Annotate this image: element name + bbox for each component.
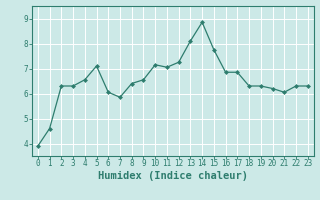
X-axis label: Humidex (Indice chaleur): Humidex (Indice chaleur) — [98, 171, 248, 181]
